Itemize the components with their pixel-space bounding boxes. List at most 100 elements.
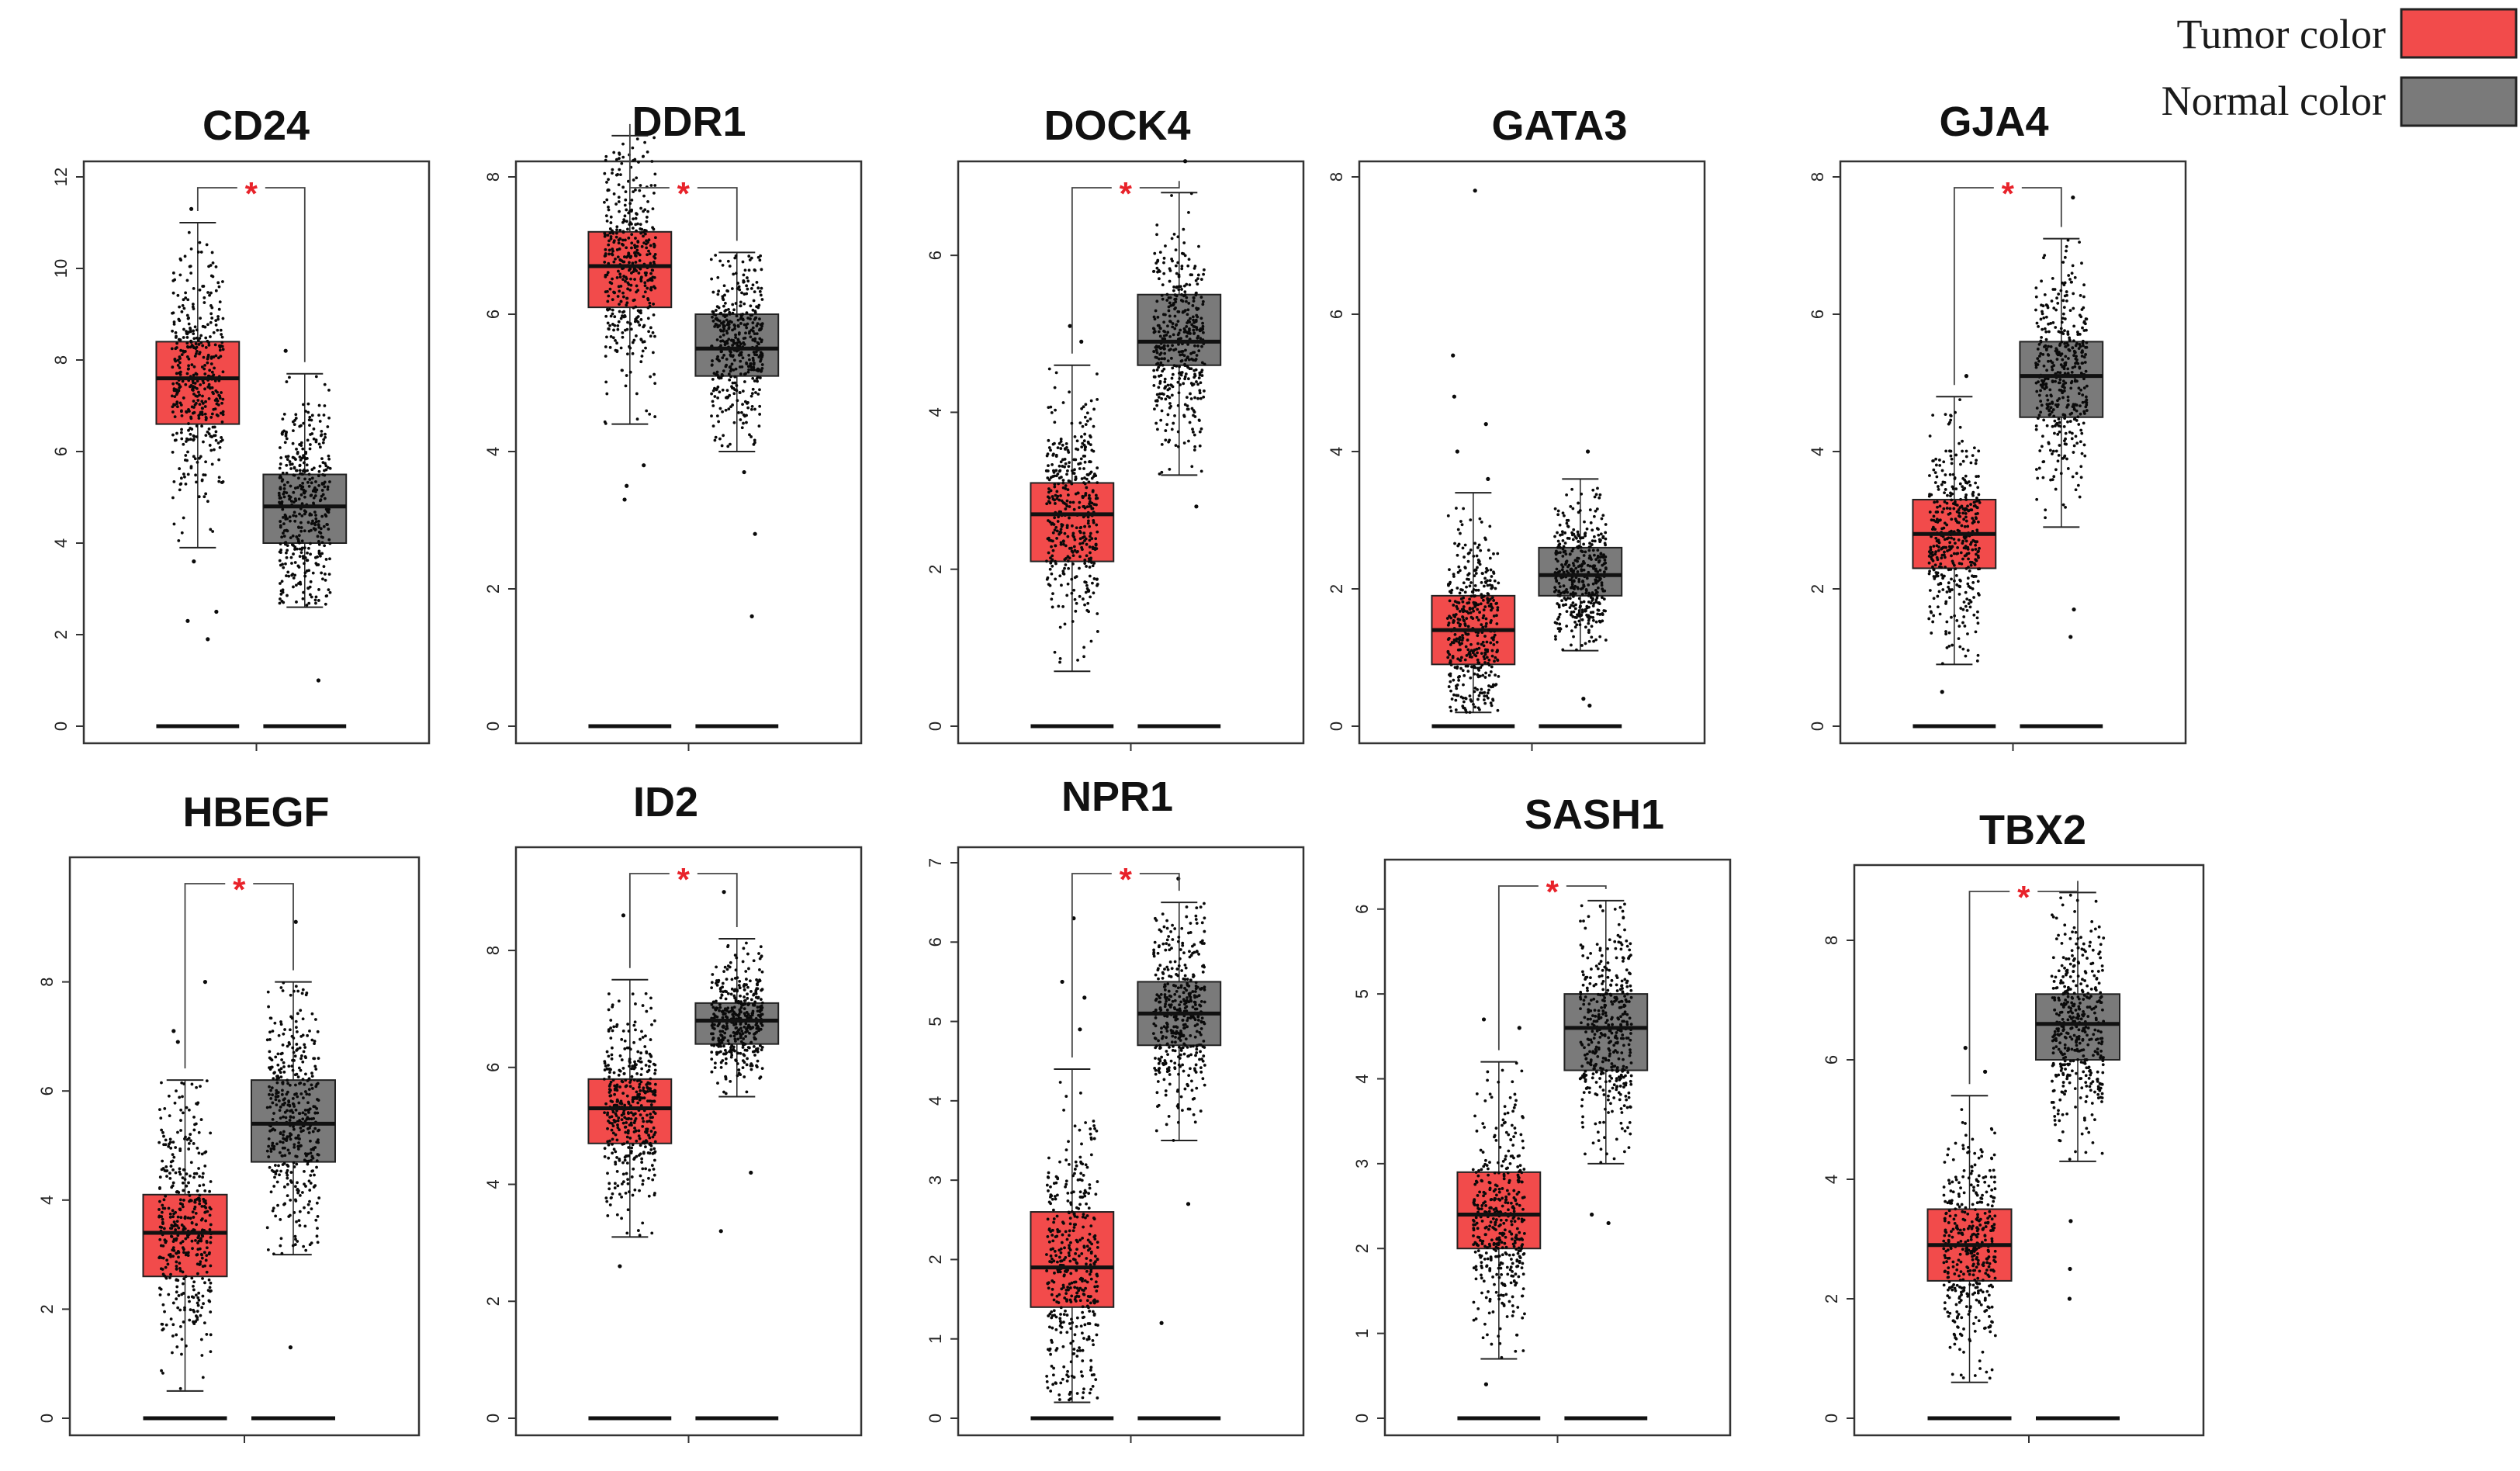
normal-sample-point xyxy=(298,464,302,468)
tumor-sample-point xyxy=(182,472,185,476)
tumor-sample-point xyxy=(1495,614,1498,618)
tumor-sample-point xyxy=(621,238,625,242)
normal-sample-point xyxy=(1174,306,1177,310)
tumor-sample-point xyxy=(190,363,194,367)
tumor-sample-point xyxy=(1969,508,1972,512)
normal-sample-point xyxy=(279,524,282,528)
tumor-sample-point xyxy=(199,1252,203,1256)
tumor-sample-point xyxy=(1977,594,1981,597)
tumor-sample-point xyxy=(1961,485,1964,489)
normal-sample-point xyxy=(751,376,755,380)
tumor-sample-point xyxy=(1087,480,1091,484)
normal-sample-point xyxy=(727,372,731,376)
tumor-sample-point xyxy=(1453,600,1457,604)
tumor-sample-point xyxy=(644,273,648,277)
tumor-sample-point xyxy=(1947,631,1951,635)
normal-sample-point xyxy=(1568,597,1572,601)
normal-sample-point xyxy=(1183,329,1187,332)
normal-sample-point xyxy=(286,455,290,459)
tumor-sample-point xyxy=(178,1325,182,1328)
normal-sample-point xyxy=(2065,249,2068,253)
tumor-sample-point xyxy=(185,1172,189,1176)
tumor-sample-point xyxy=(1051,495,1054,498)
normal-sample-point xyxy=(1193,372,1196,376)
normal-sample-point xyxy=(2072,324,2076,328)
tumor-sample-point xyxy=(1975,552,1978,556)
tumor-sample-point xyxy=(1452,693,1456,697)
tumor-sample-point xyxy=(200,1217,204,1220)
normal-sample-point xyxy=(1155,393,1159,396)
tumor-sample-point xyxy=(178,483,182,486)
normal-sample-point xyxy=(721,374,725,378)
tumor-sample-point xyxy=(1448,599,1452,603)
tumor-sample-point xyxy=(1083,562,1087,565)
tumor-sample-point xyxy=(635,284,639,288)
tumor-sample-point xyxy=(607,178,610,182)
tumor-sample-point xyxy=(604,421,608,425)
tumor-sample-point xyxy=(220,401,223,405)
tumor-sample-point xyxy=(1468,694,1472,697)
tumor-sample-point xyxy=(1927,554,1931,558)
tumor-sample-point xyxy=(614,231,618,235)
legend-tumor-label: Tumor color xyxy=(2176,11,2386,57)
normal-sample-point xyxy=(318,445,322,449)
normal-sample-point xyxy=(289,495,292,499)
tumor-sample-point xyxy=(1977,520,1980,524)
normal-box-group xyxy=(2019,195,2104,729)
tumor-sample-point xyxy=(1086,440,1090,444)
tumor-sample-point xyxy=(1484,538,1487,542)
normal-sample-point xyxy=(2046,398,2050,402)
tumor-sample-point xyxy=(190,1276,194,1280)
tumor-sample-point xyxy=(208,1189,212,1193)
normal-sample-point xyxy=(2068,412,2072,416)
tumor-sample-point xyxy=(1047,406,1051,409)
tumor-sample-point xyxy=(653,236,657,240)
normal-sample-point xyxy=(1168,268,1172,272)
normal-sample-point xyxy=(2066,372,2070,375)
tumor-sample-point xyxy=(604,247,608,251)
tumor-sample-point xyxy=(196,1236,200,1240)
normal-sample-point xyxy=(759,328,763,331)
tumor-sample-point xyxy=(1482,594,1486,598)
normal-sample-point xyxy=(1595,507,1599,511)
normal-sample-point xyxy=(2043,345,2046,348)
tumor-sample-point xyxy=(205,1246,209,1250)
normal-sample-point xyxy=(326,487,330,491)
tumor-sample-point xyxy=(1972,446,1976,450)
normal-sample-point xyxy=(751,387,755,391)
tumor-jitter-points xyxy=(170,230,225,542)
normal-sample-point xyxy=(711,389,715,393)
tumor-sample-point xyxy=(197,414,201,417)
normal-box-group xyxy=(1137,159,1222,729)
tumor-sample-point xyxy=(1095,523,1099,527)
normal-sample-point xyxy=(730,287,734,290)
tumor-sample-point xyxy=(1466,577,1469,581)
tumor-sample-point xyxy=(1449,643,1452,646)
normal-sample-point xyxy=(2078,313,2082,317)
normal-sample-point xyxy=(2051,449,2055,453)
tumor-sample-point xyxy=(179,1216,183,1220)
tumor-sample-point xyxy=(635,229,638,233)
tumor-sample-point xyxy=(1089,399,1093,403)
tumor-sample-point xyxy=(206,1210,209,1213)
tumor-sample-point xyxy=(184,1275,188,1279)
tumor-sample-point xyxy=(1490,596,1494,600)
normal-sample-point xyxy=(2072,292,2075,296)
normal-sample-point xyxy=(742,413,746,417)
normal-sample-point xyxy=(2044,508,2048,512)
tumor-outlier-point xyxy=(1964,374,1969,379)
plot-frame xyxy=(1839,160,2187,745)
normal-sample-point xyxy=(2066,403,2069,407)
tumor-sample-point xyxy=(175,1089,178,1093)
tumor-sample-point xyxy=(196,1248,200,1251)
tumor-sample-point xyxy=(1053,516,1057,520)
normal-sample-point xyxy=(1164,244,1167,247)
tumor-outlier-point xyxy=(642,463,646,468)
tumor-sample-point xyxy=(201,1172,205,1175)
normal-sample-point xyxy=(299,493,303,497)
tumor-sample-point xyxy=(187,428,190,432)
tumor-sample-point xyxy=(164,1265,168,1269)
tumor-sample-point xyxy=(604,154,608,158)
tumor-sample-point xyxy=(211,390,215,394)
tumor-sample-point xyxy=(1462,581,1466,585)
